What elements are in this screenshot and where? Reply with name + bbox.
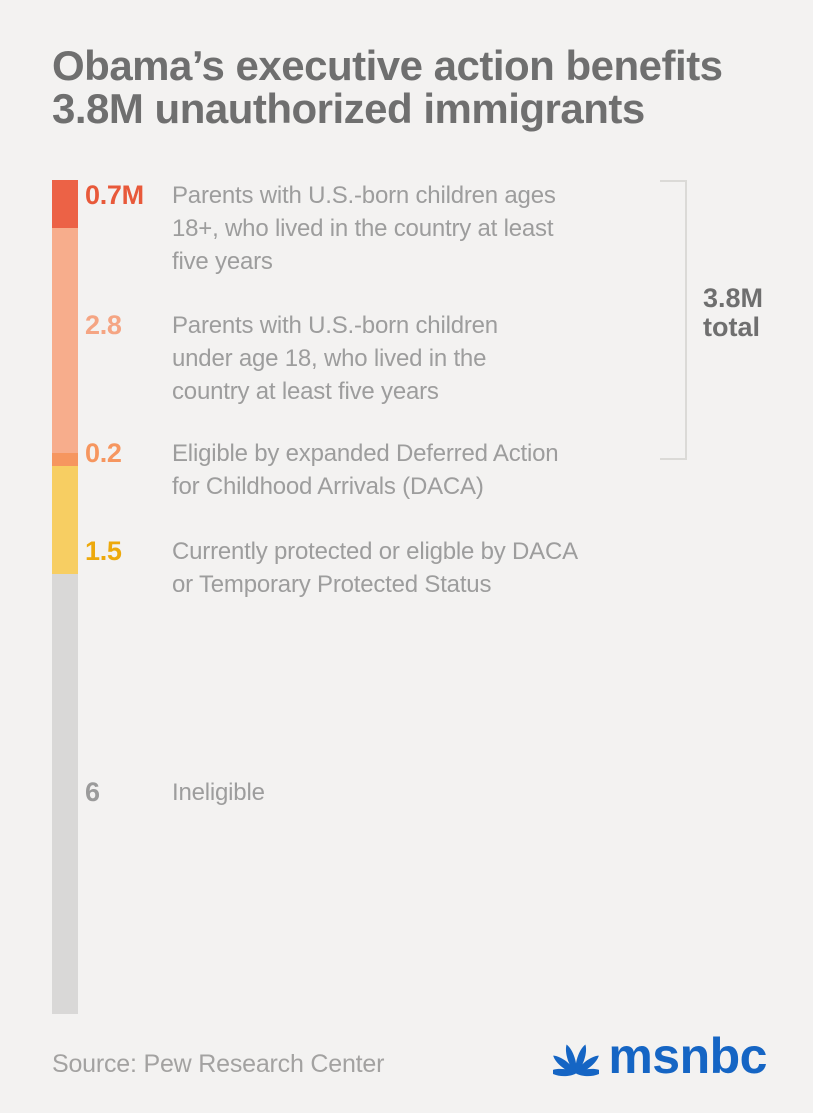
total-bracket [660, 180, 687, 460]
bar-segment-ineligible [52, 574, 78, 1014]
segment-value-label: 0.2 [85, 438, 122, 468]
bar-segment-parents-adult-children [52, 180, 78, 228]
segment-description-line: or Temporary Protected Status [172, 571, 492, 598]
page-title: Obama’s executive action benefits 3.8M u… [52, 44, 723, 130]
segment-description-line: Currently protected or eligble by DACA [172, 538, 578, 565]
segment-value-label: 1.5 [85, 536, 122, 566]
segment-description: Currently protected or eligble by DACA o… [172, 535, 682, 601]
nbc-peacock-icon [553, 1044, 600, 1076]
segment-description-line: Eligible by expanded Deferred Action [172, 440, 559, 467]
page-title-line-2: 3.8M unauthorized immigrants [52, 85, 645, 132]
bar-segment-parents-minor-children [52, 228, 78, 453]
stacked-bar [52, 180, 78, 1014]
segment-value-label: 2.8 [85, 310, 122, 340]
segment-value-label: 0.7M [85, 180, 144, 210]
segment-description-line: Parents with U.S.-born children ages [172, 182, 556, 209]
segment-description-line: under age 18, who lived in the [172, 345, 487, 372]
segment-description-line: five years [172, 248, 273, 275]
segment-description-line: Ineligible [172, 779, 265, 806]
total-caption: total [703, 312, 760, 342]
total-label: 3.8M total [703, 284, 763, 342]
bar-segment-expanded-daca [52, 453, 78, 466]
segment-description: Eligible by expanded Deferred Action for… [172, 437, 682, 503]
segment-description-line: country at least five years [172, 378, 439, 405]
segment-description: Parents with U.S.-born children under ag… [172, 309, 682, 408]
page-title-line-1: Obama’s executive action benefits [52, 42, 723, 89]
segment-description-line: 18+, who lived in the country at least [172, 215, 554, 242]
segment-description-line: for Childhood Arrivals (DACA) [172, 473, 484, 500]
total-value: 3.8M [703, 283, 764, 313]
legend-row-expanded-daca: 0.2 Eligible by expanded Deferred Action… [85, 437, 682, 503]
legend-row-current-daca-tps: 1.5 Currently protected or eligble by DA… [85, 535, 682, 601]
segment-description: Ineligible [172, 776, 682, 809]
legend-row-parents-adult-children: 0.7M Parents with U.S.-born children age… [85, 179, 682, 278]
legend-row-parents-minor-children: 2.8 Parents with U.S.-born children unde… [85, 309, 682, 408]
msnbc-logo: msnbc [553, 1028, 767, 1084]
msnbc-wordmark: msnbc [608, 1028, 767, 1084]
segment-description: Parents with U.S.-born children ages 18+… [172, 179, 682, 278]
bar-segment-current-daca-tps [52, 466, 78, 574]
legend-row-ineligible: 6 Ineligible [85, 776, 682, 809]
segment-description-line: Parents with U.S.-born children [172, 312, 498, 339]
source-attribution: Source: Pew Research Center [52, 1050, 385, 1078]
segment-value-label: 6 [85, 777, 100, 807]
